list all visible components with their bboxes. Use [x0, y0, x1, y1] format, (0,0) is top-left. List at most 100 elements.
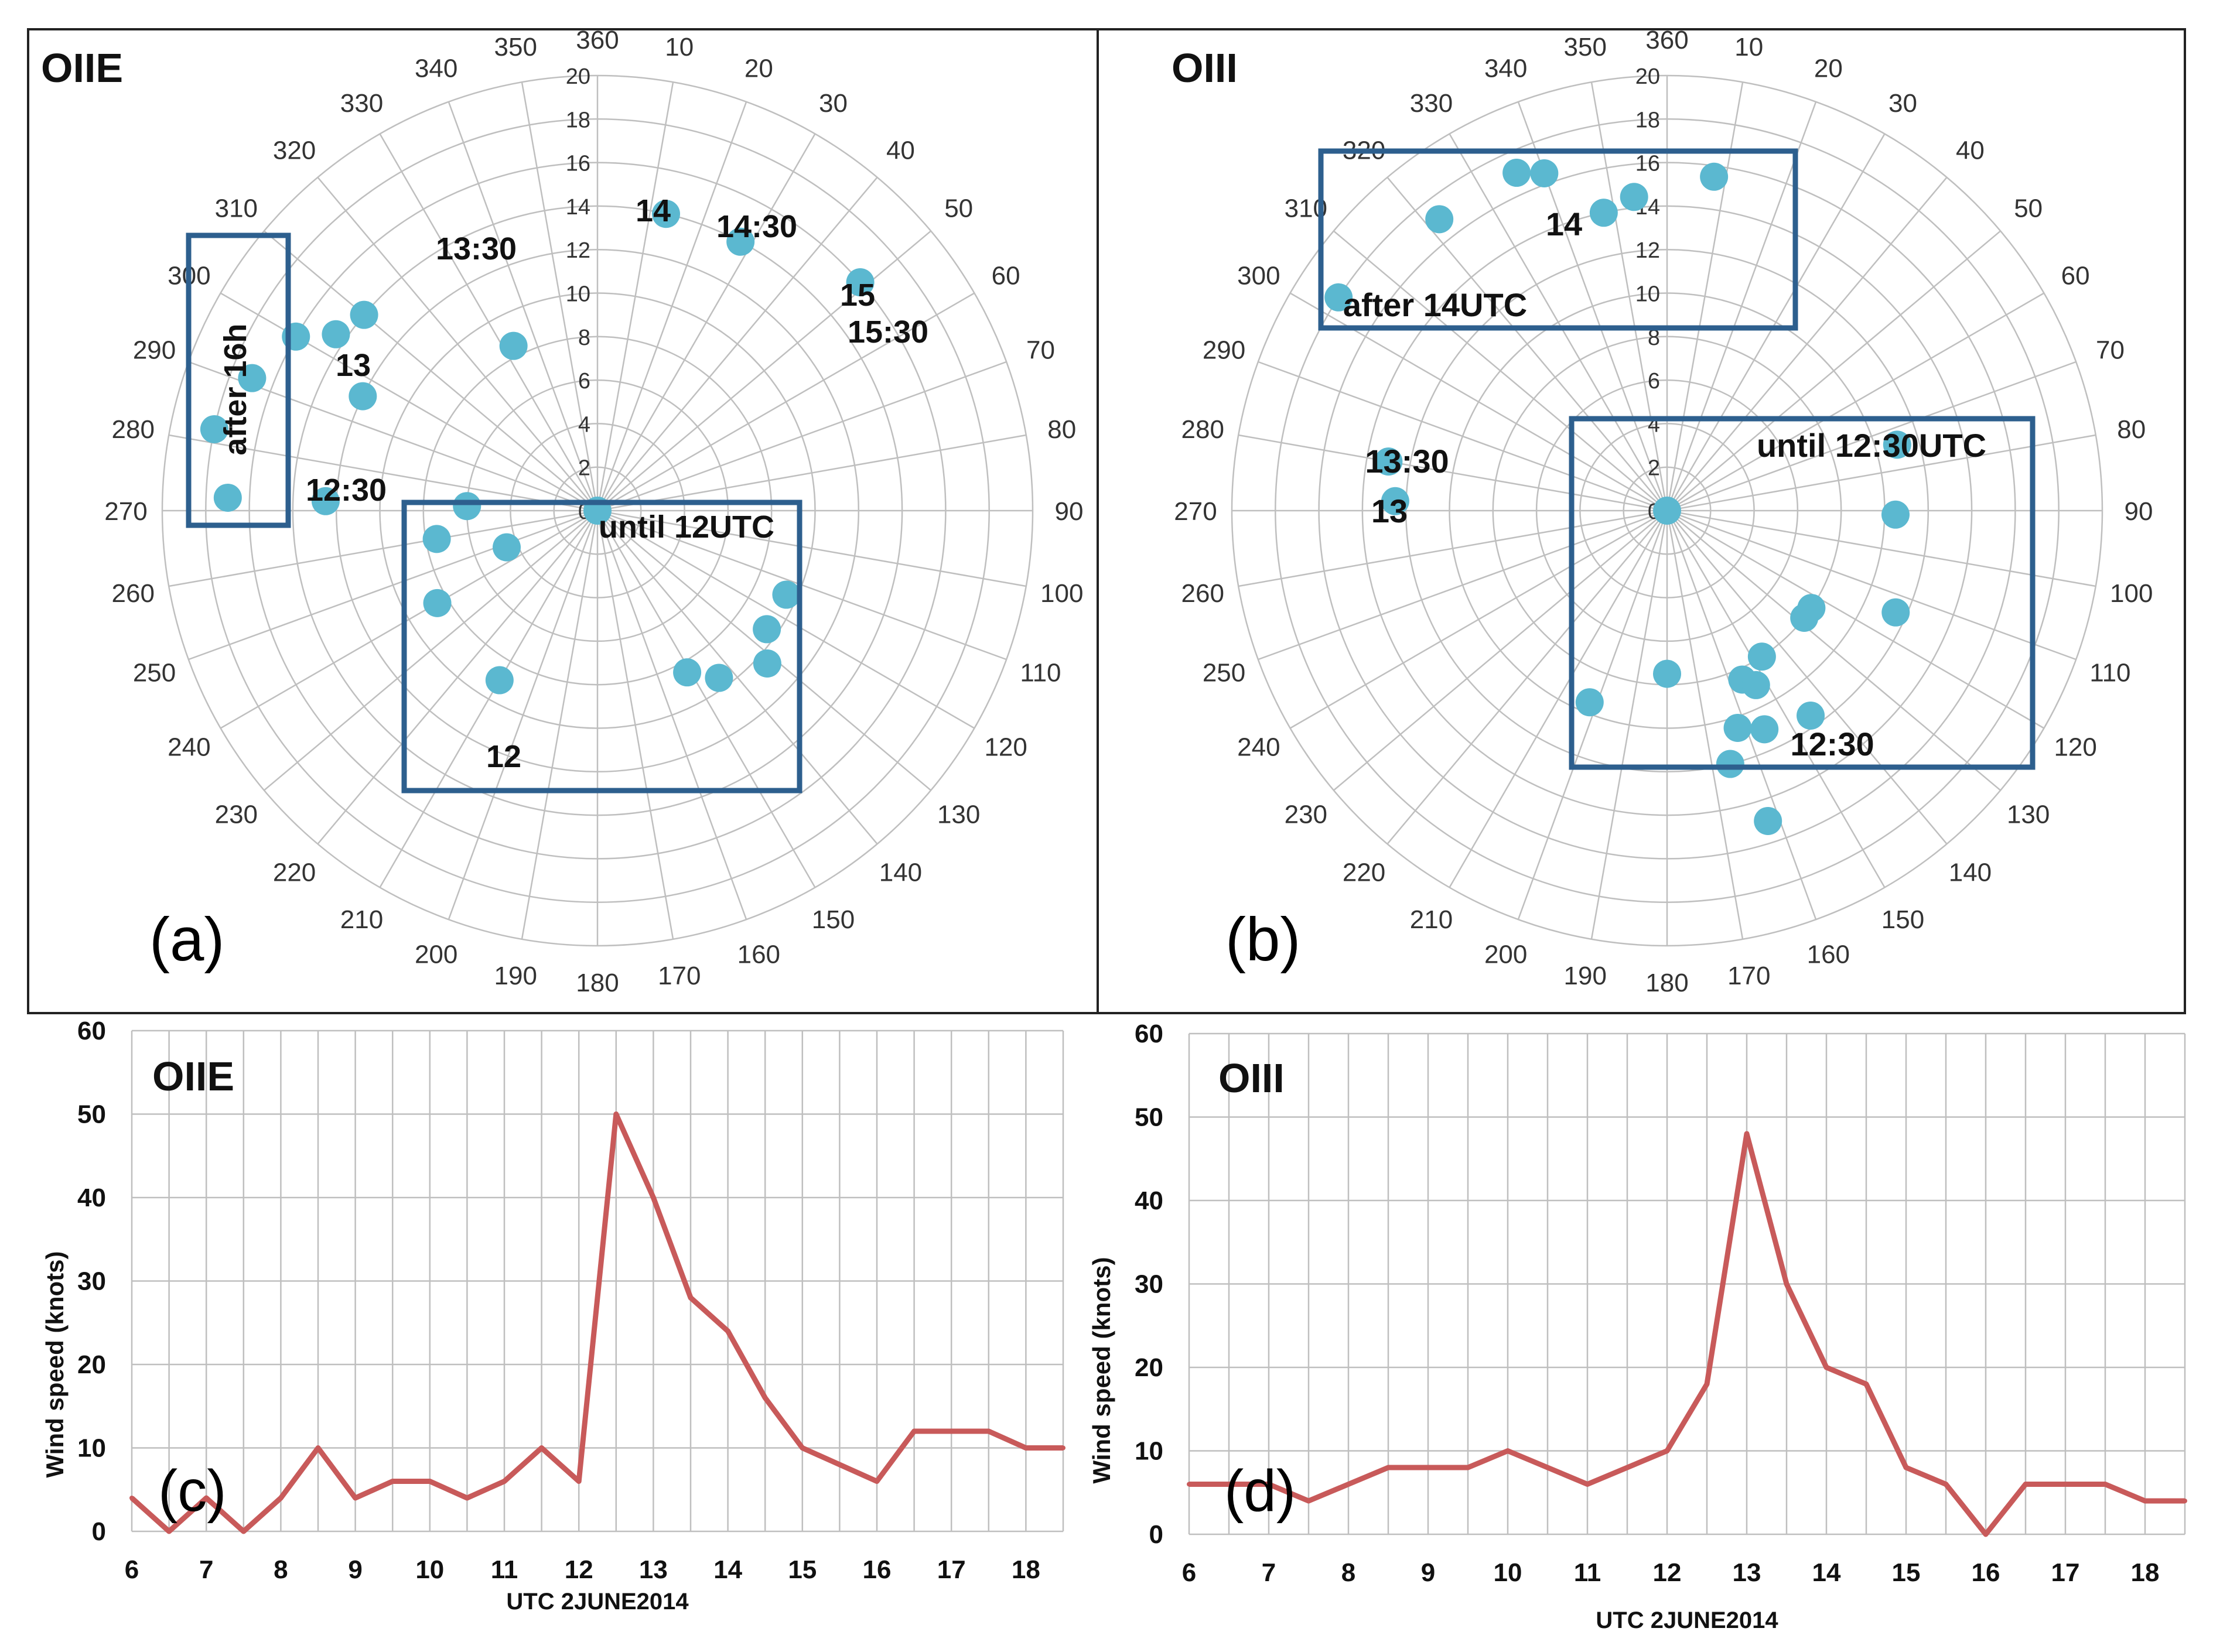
spoke-170 [1666, 510, 1744, 939]
series-point-10 [427, 1479, 432, 1484]
angle-tick-50: 50 [944, 194, 973, 223]
box-until-12-30utc [1569, 416, 2036, 770]
data-point-22 [1575, 688, 1604, 717]
spoke-230 [264, 510, 598, 791]
angle-tick-130: 130 [2007, 800, 2050, 829]
radius-tick-16: 16 [566, 152, 590, 176]
data-point-7 [200, 415, 228, 443]
radius-tick-2: 2 [578, 456, 590, 481]
annotation-14: 14 [1546, 206, 1582, 242]
data-point-1 [1700, 162, 1729, 191]
angle-tick-40: 40 [886, 136, 915, 165]
annotation-15: 15 [840, 278, 875, 313]
radius-tick-18: 18 [566, 108, 590, 132]
y-axis-label: Wind speed (knots) [1088, 1257, 1115, 1484]
angle-tick-200: 200 [415, 940, 457, 969]
data-point-12 [453, 492, 481, 521]
data-point-0 [1653, 497, 1681, 525]
spoke-150 [1666, 510, 1886, 888]
series-point-12 [1665, 1448, 1669, 1453]
x-tick-10: 10 [1494, 1558, 1522, 1587]
angle-tick-310: 310 [215, 194, 258, 223]
grid-lines [131, 1029, 1064, 1533]
data-point-1 [651, 200, 680, 228]
series-point-17 [949, 1429, 954, 1434]
series-point-16 [875, 1479, 879, 1484]
radius-tick-6: 6 [578, 369, 590, 394]
series-point-13.5 [688, 1295, 693, 1300]
annotation-12-30: 12:30 [1790, 726, 1874, 762]
data-point-5 [1502, 159, 1531, 187]
angle-tick-260: 260 [112, 579, 155, 608]
series-point-16.5 [2023, 1482, 2028, 1487]
angle-tick-290: 290 [133, 336, 176, 365]
y-tick-50: 50 [77, 1100, 106, 1129]
angle-tick-280: 280 [112, 415, 155, 444]
spoke-210 [379, 510, 599, 888]
angle-tick-230: 230 [215, 800, 258, 829]
x-tick-12: 12 [565, 1555, 593, 1584]
series-point-18 [2143, 1499, 2147, 1503]
data-point-24 [1754, 806, 1782, 835]
series-point-13 [1744, 1131, 1749, 1136]
panel-b-frame [1097, 28, 2186, 1014]
spoke-250 [188, 509, 598, 661]
spoke-20 [596, 101, 747, 511]
radius-tick-2: 2 [1648, 456, 1660, 481]
series-point-6.5 [1227, 1482, 1231, 1487]
angle-tick-140: 140 [879, 859, 922, 887]
spoke-230 [1333, 510, 1668, 791]
series-point-8 [1346, 1482, 1351, 1487]
polar-chart-oiie: 360 10 20 30 40 50 60 70 80 90 100 110 120 130 140 150 1… [41, 26, 1083, 997]
spoke-160 [596, 510, 747, 920]
spoke-80 [1666, 434, 2096, 512]
annotation-until-12-30utc: until 12:30UTC [1757, 427, 1986, 464]
grid-lines [1188, 1032, 2186, 1535]
angle-tick-230: 230 [1285, 800, 1327, 829]
data-point-14 [492, 533, 521, 562]
angle-tick-110: 110 [2089, 658, 2130, 687]
box-until-12utc [401, 500, 802, 793]
angle-tick-250: 250 [1203, 658, 1245, 687]
angle-tick-270: 270 [1174, 497, 1217, 526]
spoke-330 [1449, 133, 1668, 511]
spoke-310 [264, 230, 598, 511]
angle-tick-210: 210 [340, 905, 383, 934]
spoke-80 [597, 434, 1026, 512]
data-point-16 [485, 666, 514, 695]
polar-grid [1231, 74, 2103, 947]
annotation-after-16h: after 16h [218, 323, 253, 455]
angle-tick-350: 350 [1564, 33, 1607, 61]
data-point-18 [772, 580, 801, 609]
spoke-70 [1666, 361, 2077, 512]
spoke-60 [1666, 292, 2045, 512]
spoke-50 [597, 230, 931, 511]
spoke-20 [1666, 101, 1817, 511]
x-tick-14: 14 [1812, 1558, 1841, 1587]
data-point-13 [1790, 603, 1819, 632]
spoke-40 [597, 177, 878, 511]
data-point-3 [846, 268, 875, 297]
series-point-8.5 [1386, 1465, 1391, 1470]
chart-title: OIII [1172, 45, 1238, 91]
spoke-340 [448, 101, 599, 511]
series-point-14.5 [763, 1396, 768, 1400]
series-point-7.5 [1306, 1499, 1311, 1503]
annotation-13-30: 13:30 [436, 231, 517, 266]
data-point-23 [1797, 701, 1825, 730]
angle-tick-200: 200 [1484, 940, 1527, 969]
spoke-150 [596, 510, 816, 888]
data-point-11 [311, 487, 340, 515]
spoke-310 [1333, 230, 1668, 511]
series-line [129, 1111, 1063, 1534]
data-point-9 [1381, 487, 1409, 515]
spoke-190 [521, 510, 599, 939]
data-point-13 [422, 525, 451, 553]
x-tick-15: 15 [1892, 1558, 1921, 1587]
x-tick-13: 13 [1733, 1558, 1761, 1587]
angle-tick-340: 340 [1484, 54, 1527, 83]
series-point-8.5 [316, 1445, 320, 1451]
spoke-240 [1289, 509, 1668, 729]
annotation-12: 12 [486, 739, 521, 774]
